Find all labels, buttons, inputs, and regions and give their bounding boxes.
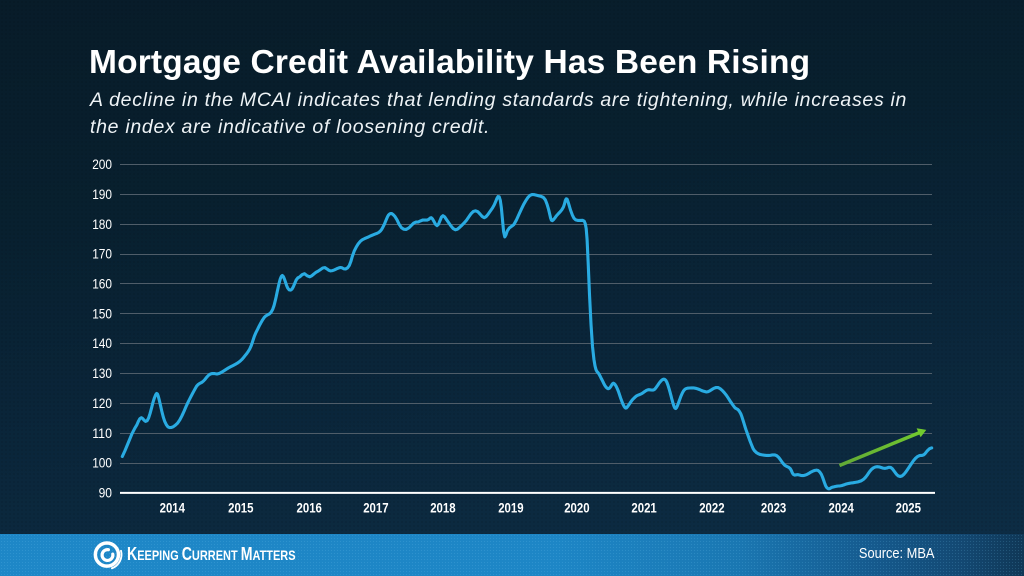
svg-text:170: 170: [92, 246, 112, 262]
svg-text:2017: 2017: [363, 500, 389, 516]
svg-text:2014: 2014: [160, 500, 186, 516]
svg-text:100: 100: [92, 455, 112, 471]
svg-text:2016: 2016: [297, 500, 323, 516]
svg-text:2024: 2024: [829, 500, 855, 516]
svg-text:140: 140: [92, 335, 112, 351]
svg-text:2025: 2025: [896, 500, 922, 516]
svg-text:130: 130: [92, 365, 112, 381]
svg-text:150: 150: [92, 305, 112, 321]
svg-text:2020: 2020: [564, 500, 590, 516]
svg-text:180: 180: [92, 216, 112, 232]
svg-text:160: 160: [92, 276, 112, 292]
svg-text:2022: 2022: [699, 500, 725, 516]
svg-text:190: 190: [92, 186, 112, 202]
svg-text:2018: 2018: [430, 500, 456, 516]
svg-text:2023: 2023: [761, 500, 787, 516]
svg-text:2019: 2019: [498, 500, 524, 516]
svg-text:120: 120: [92, 395, 112, 411]
svg-text:110: 110: [92, 425, 112, 441]
svg-text:2015: 2015: [228, 500, 254, 516]
svg-text:2021: 2021: [631, 500, 657, 516]
svg-text:90: 90: [99, 485, 113, 501]
svg-text:200: 200: [92, 156, 112, 172]
